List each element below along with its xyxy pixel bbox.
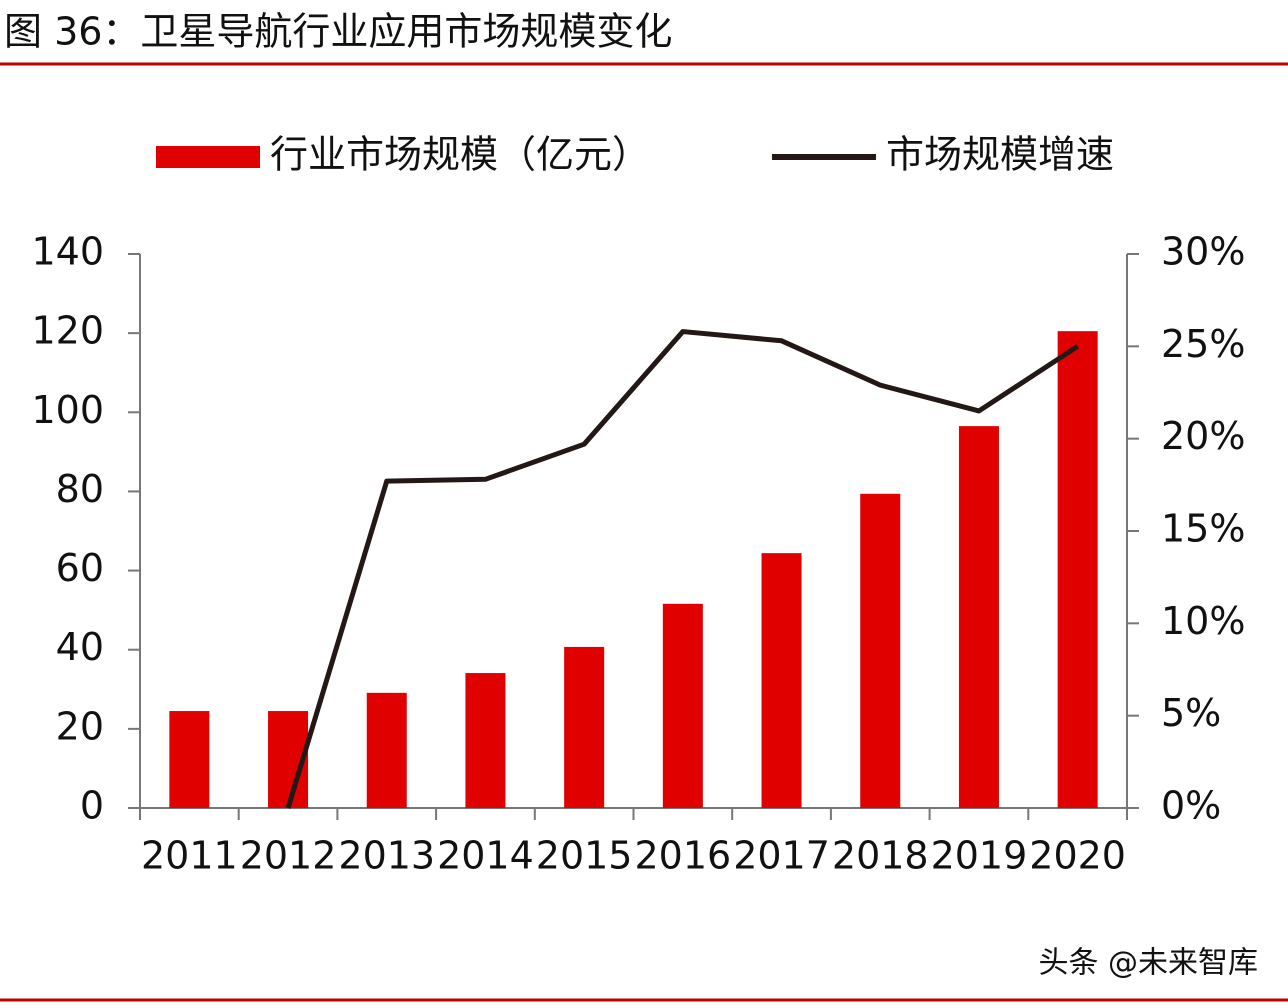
bar <box>169 711 210 808</box>
x-tick-label: 2018 <box>832 834 929 878</box>
x-tick-label: 2011 <box>141 834 238 878</box>
y2-tick-label: 0% <box>1161 784 1221 828</box>
bar <box>1057 331 1098 808</box>
bar <box>366 692 407 808</box>
x-tick-label: 2014 <box>437 834 534 878</box>
x-tick-label: 2019 <box>931 834 1028 878</box>
y2-tick-label: 5% <box>1161 691 1221 735</box>
legend-label: 市场规模增速 <box>886 133 1114 177</box>
y2-tick-label: 25% <box>1161 322 1245 366</box>
y-tick-label: 100 <box>31 388 104 432</box>
bar <box>564 646 605 808</box>
legend-swatch <box>156 146 260 168</box>
legend-label: 行业市场规模（亿元） <box>270 133 650 177</box>
y2-tick-label: 15% <box>1161 507 1245 551</box>
y2-tick-label: 10% <box>1161 599 1245 643</box>
x-tick-label: 2015 <box>536 834 633 878</box>
y2-tick-label: 20% <box>1161 414 1245 458</box>
y-tick-label: 20 <box>56 704 104 748</box>
watermark: 头条 @未来智库 <box>1038 946 1258 981</box>
x-tick-label: 2012 <box>240 834 337 878</box>
y2-tick-label: 30% <box>1161 230 1245 274</box>
x-tick-label: 2017 <box>733 834 830 878</box>
x-tick-label: 2020 <box>1029 834 1126 878</box>
y-tick-label: 60 <box>56 546 104 590</box>
y-tick-label: 0 <box>80 784 104 828</box>
y-tick-label: 80 <box>56 467 104 511</box>
y-tick-label: 140 <box>31 230 104 274</box>
y-tick-label: 120 <box>31 309 104 353</box>
x-tick-label: 2013 <box>338 834 435 878</box>
bar <box>761 553 802 808</box>
x-tick-label: 2016 <box>634 834 731 878</box>
chart-title: 图 36：卫星导航行业应用市场规模变化 <box>4 10 672 54</box>
line <box>285 329 1080 809</box>
bar <box>860 493 901 808</box>
bar <box>465 673 506 808</box>
y-tick-label: 40 <box>56 625 104 669</box>
bar <box>958 426 999 808</box>
bar <box>662 603 703 808</box>
